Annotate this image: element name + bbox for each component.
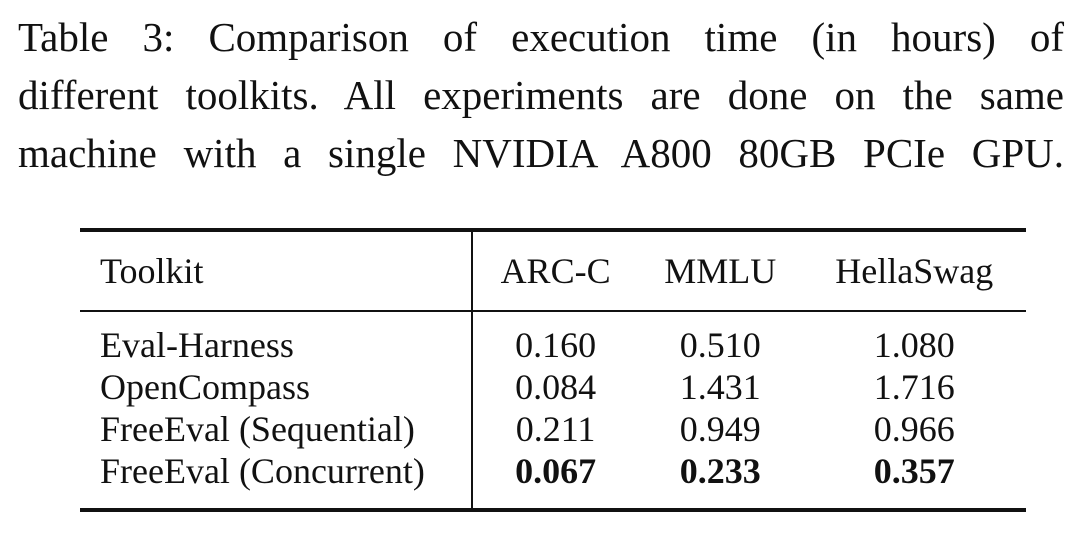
execution-time-table: Toolkit ARC-C MMLU HellaSwag Eval-Harnes… — [80, 228, 1026, 512]
header-toolkit: Toolkit — [80, 230, 474, 311]
table-header-row: Toolkit ARC-C MMLU HellaSwag — [80, 230, 1026, 311]
table-caption: Table 3: Comparison of execution time (i… — [18, 8, 1064, 182]
table-row: Eval-Harness 0.160 0.510 1.080 — [80, 311, 1026, 366]
cell-arc-c: 0.160 — [515, 325, 597, 365]
table-row: OpenCompass 0.084 1.431 1.716 — [80, 366, 1026, 408]
table-row: FreeEval (Concurrent) 0.067 0.233 0.357 — [80, 450, 1026, 510]
cell-arc-c: 0.084 — [515, 367, 597, 407]
cell-toolkit: OpenCompass — [80, 366, 474, 408]
cell-hellaswag-best: 0.357 — [873, 451, 955, 491]
cell-hellaswag: 0.966 — [873, 409, 955, 449]
results-table-container: Toolkit ARC-C MMLU HellaSwag Eval-Harnes… — [80, 228, 1026, 512]
table-row: FreeEval (Sequential) 0.211 0.949 0.966 — [80, 408, 1026, 450]
header-mmlu: MMLU — [664, 251, 777, 291]
cell-mmlu: 1.431 — [679, 367, 761, 407]
cell-toolkit: FreeEval (Concurrent) — [80, 450, 474, 510]
header-hellaswag: HellaSwag — [835, 251, 994, 291]
cell-toolkit: FreeEval (Sequential) — [80, 408, 474, 450]
cell-hellaswag: 1.716 — [873, 367, 955, 407]
cell-toolkit: Eval-Harness — [80, 311, 474, 366]
cell-arc-c-best: 0.067 — [515, 451, 597, 491]
cell-mmlu: 0.510 — [679, 325, 761, 365]
header-arc-c: ARC-C — [500, 251, 611, 291]
cell-arc-c: 0.211 — [515, 409, 596, 449]
cell-hellaswag: 1.080 — [873, 325, 955, 365]
cell-mmlu: 0.949 — [679, 409, 761, 449]
caption-line-3: machine with a single NVIDIA A800 80GB P… — [18, 130, 1064, 176]
cell-mmlu-best: 0.233 — [679, 451, 761, 491]
caption-line-2: different toolkits. All experiments are … — [18, 72, 1064, 118]
caption-line-1: Table 3: Comparison of execution time (i… — [18, 14, 1064, 60]
